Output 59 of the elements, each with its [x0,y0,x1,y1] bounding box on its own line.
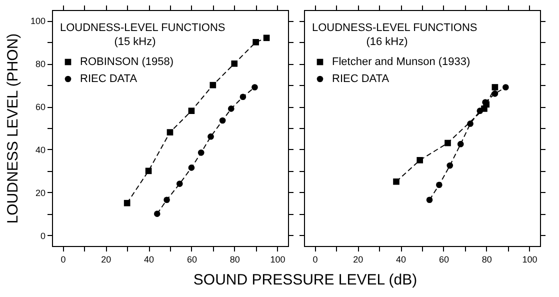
point [210,82,216,88]
point [502,84,509,90]
point [231,60,238,67]
point [416,157,424,164]
point [476,108,484,114]
point [457,140,464,148]
x-tick-label: 20 [353,254,364,264]
point [444,140,451,146]
point [188,108,195,114]
point [154,210,160,217]
point [467,120,474,127]
point [176,180,183,187]
point [240,94,246,100]
legend-label: Fletcher and Munson (1933) [332,56,470,68]
y-axis-title: LOUDNESS LEVEL (PHON) [4,33,22,224]
point [166,129,174,136]
point [208,133,214,140]
text: LOUDNESS-LEVEL FUNCTIONS [60,22,226,34]
point [145,168,152,174]
x-tick-label: 80 [482,254,492,264]
legend-label: RIEC DATA [80,73,138,85]
point [482,99,488,106]
point [219,117,226,124]
text: LOUDNESS-LEVEL FUNCTIONS [312,22,478,34]
point [446,162,454,169]
x-tick-label: 40 [396,254,406,264]
x-tick-label: 0 [312,254,318,264]
x-tick-label: 0 [60,254,66,264]
point [426,196,433,204]
x-tick-label: 60 [438,254,449,264]
x-tick-label: 20 [101,254,112,264]
point [124,200,130,206]
legend-label: RIEC DATA [332,73,390,85]
y-tick-label: 100 [30,16,46,26]
text: (16 kHz) [366,36,408,48]
point [188,164,195,171]
point [228,106,234,112]
point [198,150,204,156]
x-axis-title: SOUND PRESSURE LEVEL (dB) [193,272,418,288]
y-tick-label: 80 [35,59,46,70]
y-tick-label: 0 [40,230,46,241]
point [436,182,442,188]
point [492,90,498,97]
point [252,39,259,46]
y-tick-label: 60 [35,102,46,112]
x-tick-label: 100 [522,254,538,264]
point [263,34,270,42]
point [492,84,498,90]
text: (15 kHz) [114,36,156,48]
point [164,196,170,204]
x-tick-label: 60 [186,254,197,264]
x-tick-label: 100 [270,254,286,264]
x-tick-label: 40 [144,254,154,264]
x-tick-label: 80 [230,254,240,264]
legend-label: ROBINSON (1958) [80,56,174,68]
point [393,178,400,185]
y-tick-label: 20 [35,188,46,198]
point [252,84,258,90]
y-tick-label: 40 [35,144,46,155]
